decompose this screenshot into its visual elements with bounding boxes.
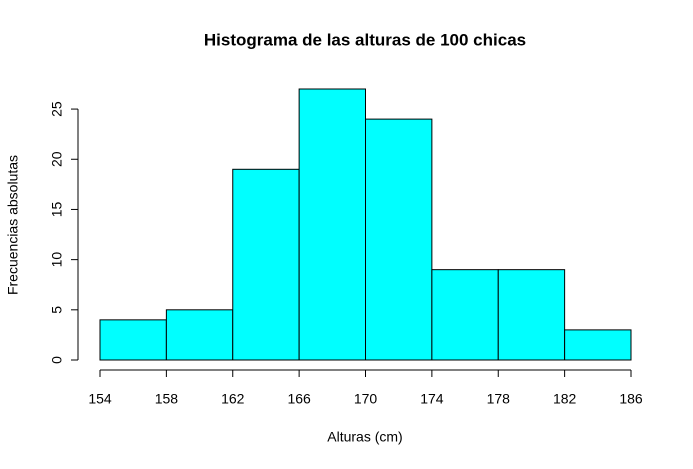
x-tick-label: 174	[420, 391, 444, 407]
chart-title: Histograma de las alturas de 100 chicas	[204, 30, 526, 49]
y-tick-label: 15	[49, 201, 65, 217]
bar	[431, 269, 499, 361]
bar	[497, 269, 566, 361]
bar	[165, 309, 234, 361]
y-axis-label: Frecuencias absolutas	[5, 155, 21, 295]
bar	[564, 329, 632, 361]
x-tick-label: 166	[287, 391, 311, 407]
y-tick-label: 25	[49, 101, 65, 117]
bar	[232, 168, 300, 361]
x-tick-label: 178	[487, 391, 511, 407]
bar	[365, 118, 433, 361]
x-tick-label: 154	[88, 391, 112, 407]
x-tick-label: 162	[221, 391, 245, 407]
bar	[99, 319, 167, 361]
x-tick-label: 170	[354, 391, 378, 407]
x-tick-label: 158	[155, 391, 179, 407]
y-tick-label: 20	[49, 151, 65, 167]
x-tick-label: 182	[553, 391, 577, 407]
y-tick-label: 0	[49, 356, 65, 364]
x-axis-label: Alturas (cm)	[327, 429, 402, 445]
y-tick-label: 10	[49, 252, 65, 268]
bar	[298, 88, 366, 361]
x-tick-label: 186	[619, 391, 643, 407]
y-tick-label: 5	[49, 306, 65, 314]
